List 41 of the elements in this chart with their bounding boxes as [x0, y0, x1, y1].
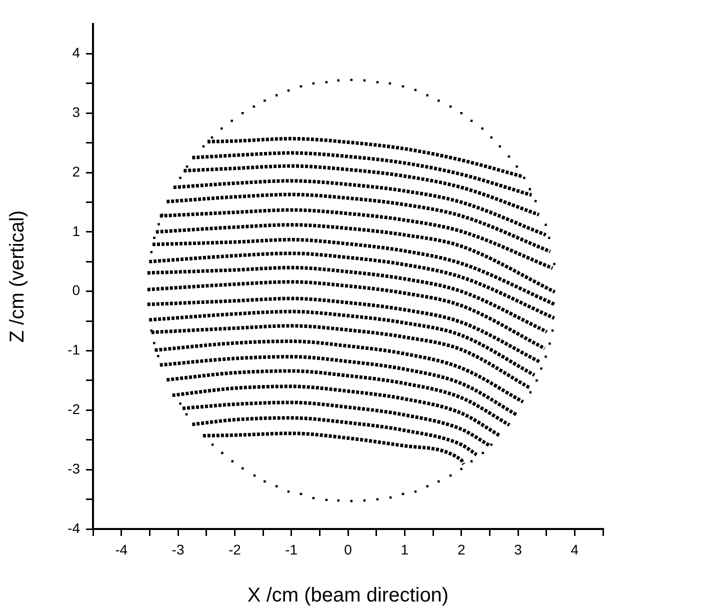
- y-tick-label: -1: [68, 342, 80, 358]
- line-series: [147, 310, 536, 377]
- y-tick-label: -4: [68, 520, 80, 536]
- line-series: [170, 384, 502, 438]
- line-series: [180, 400, 491, 447]
- line-series: [206, 136, 525, 178]
- y-tick-label: 4: [72, 44, 80, 61]
- x-tick-label: -1: [285, 541, 298, 558]
- x-axis-title: X /cm (beam direction): [247, 584, 449, 607]
- line-series: [150, 324, 532, 390]
- x-tick-label: 3: [514, 541, 522, 558]
- y-tick-label: 0: [72, 282, 80, 298]
- line-series: [182, 164, 541, 216]
- x-tick-label: 1: [400, 541, 409, 558]
- line-series: [146, 280, 546, 350]
- line-series: [150, 238, 557, 306]
- y-tick-label: 3: [72, 104, 80, 120]
- line-series: [201, 432, 466, 466]
- x-tick-label: 4: [570, 541, 579, 558]
- y-tick-label: -3: [68, 460, 80, 476]
- line-series: [164, 369, 512, 427]
- line-series: [164, 192, 552, 254]
- y-tick-label: -2: [68, 401, 80, 418]
- line-series: [190, 151, 534, 197]
- y-tick-label: 2: [72, 163, 80, 180]
- x-tick-label: 2: [457, 541, 466, 558]
- line-series: [153, 340, 525, 404]
- line-series: [172, 179, 548, 237]
- y-tick-label: 1: [72, 222, 80, 239]
- line-series: [190, 416, 478, 456]
- x-tick-label: -2: [228, 541, 242, 558]
- x-tick-label: -4: [115, 541, 128, 558]
- line-series: [158, 354, 519, 417]
- line-series: [154, 223, 557, 294]
- x-tick-label: -3: [172, 541, 184, 558]
- line-series: [158, 208, 554, 270]
- line-series: [147, 252, 556, 320]
- line-series: [146, 266, 549, 334]
- line-series: [146, 296, 542, 364]
- x-tick-label: 0: [344, 541, 352, 558]
- y-axis-title: Z /cm (vertical): [6, 210, 29, 343]
